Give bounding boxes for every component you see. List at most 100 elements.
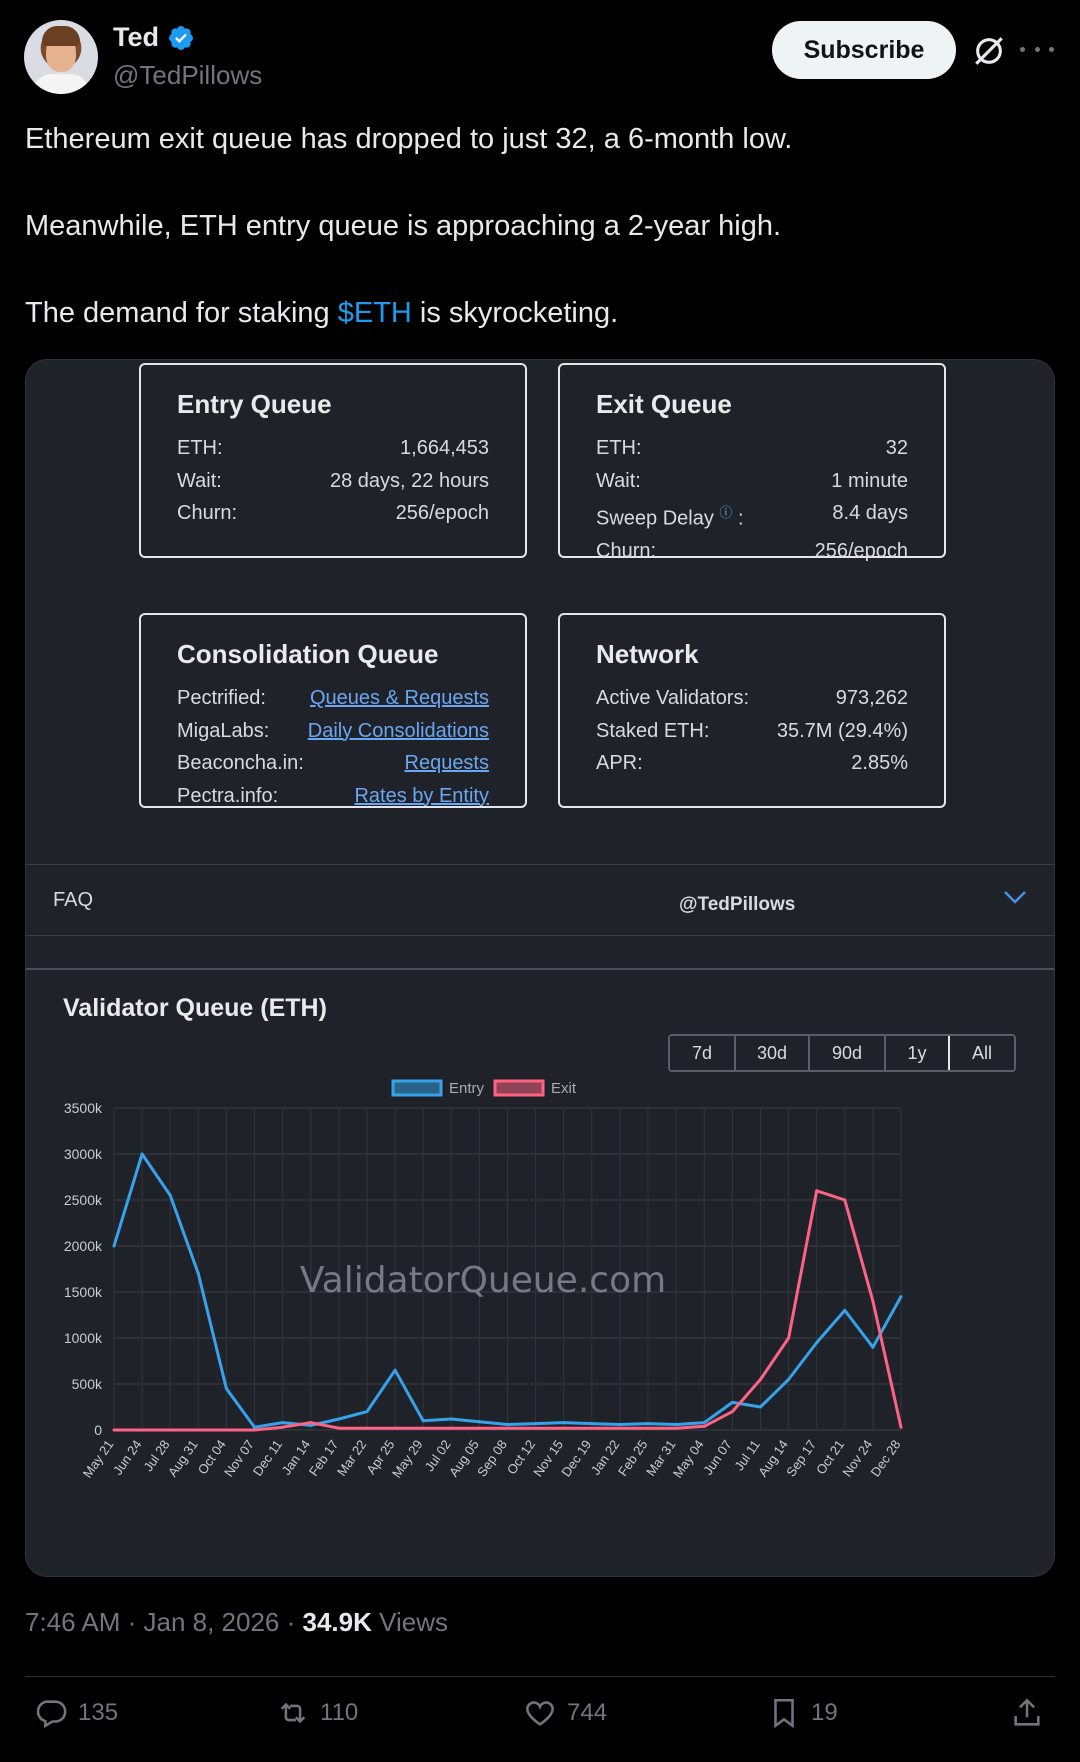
tweet-timestamp[interactable]: 7:46 AM · Jan 8, 2026 · xyxy=(25,1607,303,1637)
data-point-entry xyxy=(224,1387,228,1391)
x-tick-label: Aug 31 xyxy=(165,1437,201,1479)
data-point-exit xyxy=(477,1426,481,1430)
data-point-entry xyxy=(843,1308,847,1312)
range-90d-button[interactable]: 90d xyxy=(810,1036,886,1070)
legend-swatch-entry xyxy=(391,1079,443,1097)
x-tick-label: May 21 xyxy=(80,1437,117,1481)
exit-sweep-row: Sweep Delay ⓘ :8.4 days xyxy=(596,502,908,530)
legend-label-entry: Entry xyxy=(449,1080,485,1097)
x-tick-label: Jun 24 xyxy=(110,1437,145,1478)
bookmark-button[interactable]: 19 xyxy=(767,1696,838,1730)
tweet-meta: 7:46 AM · Jan 8, 2026 · 34.9K Views xyxy=(25,1607,448,1638)
data-point-exit xyxy=(253,1428,257,1432)
reply-icon xyxy=(36,1700,67,1729)
data-point-entry xyxy=(730,1400,734,1404)
range-30d-button[interactable]: 30d xyxy=(736,1036,810,1070)
bookmark-count: 19 xyxy=(811,1699,838,1726)
apr-row: APR: 2.85% xyxy=(596,752,908,774)
data-point-entry xyxy=(534,1422,538,1426)
info-icon[interactable]: ⓘ xyxy=(719,505,733,520)
data-point-exit xyxy=(562,1426,566,1430)
repost-count: 110 xyxy=(320,1699,359,1726)
data-point-entry xyxy=(393,1368,397,1372)
exit-churn-row: Churn: 256/epoch xyxy=(596,540,908,563)
exit-eth-row: ETH: 32 xyxy=(596,437,908,459)
cashtag-link[interactable]: $ETH xyxy=(337,297,412,329)
x-tick-label: Dec 19 xyxy=(558,1437,594,1479)
queues-requests-link[interactable]: Queues & Requests xyxy=(310,687,489,709)
range-all-button[interactable]: All xyxy=(948,1036,1014,1070)
share-button[interactable] xyxy=(1010,1696,1044,1730)
data-point-entry xyxy=(702,1421,706,1425)
validator-queue-chart-panel: Validator Queue (ETH) 7d 30d 90d 1y All … xyxy=(26,968,1054,1576)
data-point-exit xyxy=(365,1426,369,1430)
x-tick-label: Dec 11 xyxy=(250,1437,285,1479)
data-point-exit xyxy=(506,1426,509,1430)
tweet-line-3-text: The demand for staking xyxy=(25,297,338,329)
x-tick-label: Mar 22 xyxy=(334,1437,369,1479)
rates-by-entity-link[interactable]: Rates by Entity xyxy=(354,784,489,807)
more-options-icon[interactable] xyxy=(1020,36,1054,62)
faq-accordion[interactable]: FAQ @TedPillows xyxy=(26,864,1054,936)
data-point-exit xyxy=(112,1428,116,1432)
chart-title: Validator Queue (ETH) xyxy=(63,994,327,1022)
data-point-entry xyxy=(140,1152,144,1156)
faq-label: FAQ xyxy=(53,889,94,911)
views-label: Views xyxy=(371,1607,448,1637)
legend-label-exit: Exit xyxy=(551,1080,577,1097)
data-point-exit xyxy=(702,1424,706,1428)
data-point-exit xyxy=(168,1428,172,1432)
validator-queue-chart: Entry Exit 0 500k 1000k 1500k 2000k 2500k 3000k 3… xyxy=(64,1079,903,1481)
range-selector: 7d 30d 90d 1y All xyxy=(668,1034,1016,1072)
data-point-entry xyxy=(646,1422,650,1426)
bookmark-icon xyxy=(774,1698,794,1729)
grok-icon[interactable] xyxy=(972,34,1006,68)
data-point-entry xyxy=(590,1422,594,1426)
range-7d-button[interactable]: 7d xyxy=(670,1036,736,1070)
range-1y-button[interactable]: 1y xyxy=(886,1036,950,1070)
repost-button[interactable]: 110 xyxy=(276,1696,358,1730)
avatar[interactable] xyxy=(24,20,98,94)
pectra-info-row: Pectra.info: Rates by Entity xyxy=(177,780,489,813)
data-point-exit xyxy=(140,1428,144,1432)
exit-queue-title: Exit Queue xyxy=(596,389,732,419)
staked-eth-row: Staked ETH: 35.7M (29.4%) xyxy=(596,719,908,742)
like-button[interactable]: 744 xyxy=(523,1696,607,1730)
data-point-exit xyxy=(646,1426,650,1430)
active-validators-row: Active Validators: 973,262 xyxy=(596,687,908,709)
chevron-down-icon[interactable] xyxy=(1002,887,1028,907)
author-handle[interactable]: @TedPillows xyxy=(113,60,263,90)
tweet-media-image[interactable]: Entry Queue ETH: 1,664,453 Wait: 28 days, … xyxy=(25,359,1055,1577)
author-name-row: Ted xyxy=(113,22,195,53)
data-point-entry xyxy=(365,1410,369,1414)
action-bar: 135 110 744 19 xyxy=(0,1696,1080,1746)
requests-link[interactable]: Requests xyxy=(404,752,490,774)
tweet-line-2: Meanwhile, ETH entry queue is approachin… xyxy=(25,210,782,242)
tweet-header: Ted @TedPillows Subscribe xyxy=(0,0,1080,110)
data-point-exit xyxy=(758,1377,762,1381)
subscribe-button[interactable]: Subscribe xyxy=(772,21,956,79)
daily-consolidations-link[interactable]: Daily Consolidations xyxy=(307,719,489,742)
data-point-exit xyxy=(871,1299,875,1303)
y-tick-label: 1500k xyxy=(64,1284,103,1300)
reply-button[interactable]: 135 xyxy=(34,1696,118,1730)
data-point-exit xyxy=(196,1428,200,1432)
tweet-line-3: The demand for staking $ETH is skyrocket… xyxy=(25,292,1055,334)
data-point-entry xyxy=(899,1295,903,1299)
chart-watermark: ValidatorQueue.com xyxy=(300,1260,666,1301)
exit-wait-row: Wait: 1 minute xyxy=(596,469,908,492)
data-point-entry xyxy=(506,1422,509,1426)
data-point-exit xyxy=(843,1198,847,1202)
y-tick-label: 2500k xyxy=(64,1192,103,1208)
data-point-exit xyxy=(421,1426,425,1430)
entry-churn-row: Churn: 256/epoch xyxy=(177,502,489,524)
data-point-exit xyxy=(449,1426,453,1430)
tweet-line-3-end: is skyrocketing. xyxy=(411,297,619,329)
repost-icon xyxy=(280,1702,306,1724)
tweet-line-1: Ethereum exit queue has dropped to just … xyxy=(25,123,793,155)
data-point-exit xyxy=(281,1425,285,1429)
author-name[interactable]: Ted xyxy=(113,22,159,52)
consolidation-queue-card: Consolidation Queue Pectrified: Queues & … xyxy=(139,613,527,808)
legend-swatch-exit xyxy=(493,1079,545,1097)
data-point-entry xyxy=(758,1405,762,1409)
